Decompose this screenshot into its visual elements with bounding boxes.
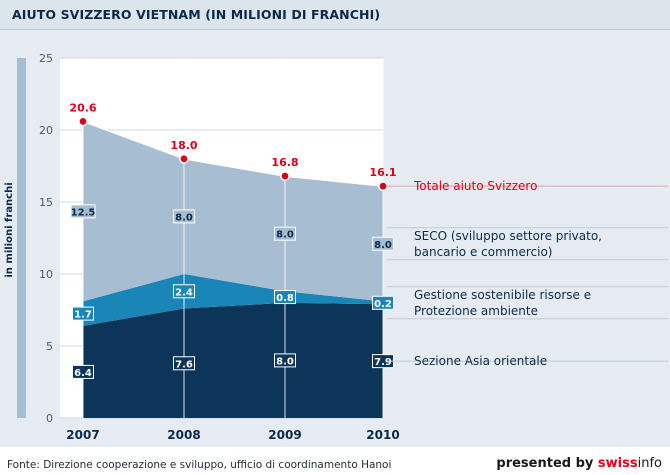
total-label: 16.8 <box>271 156 298 169</box>
legend-seco: SECO (sviluppo settore privato, bancario … <box>387 227 668 261</box>
data-label: 7.9 <box>374 357 392 368</box>
value-box <box>173 284 195 299</box>
value-box <box>70 204 96 219</box>
presented-by-label: presented by <box>496 456 594 471</box>
chart-plot: 0 5 10 15 20 25 in milioni franchi 6.4 7.6 8.0 7.… <box>4 52 668 442</box>
area-seco-sviluppo-settore-privato-bancario-e-commercio <box>83 121 383 302</box>
total-label: 18.0 <box>170 139 197 152</box>
x-tick-label: 2007 <box>66 428 99 442</box>
y-tick-label: 20 <box>39 124 53 137</box>
data-label: 12.5 <box>71 207 96 218</box>
legend-label: Sezione Asia orientale <box>414 354 547 368</box>
value-box <box>72 364 94 379</box>
data-label: 8.0 <box>276 356 294 367</box>
source-note: Fonte: Direzione cooperazione e sviluppo… <box>7 459 392 471</box>
legend-total: Totale aiuto Svizzero <box>387 179 668 193</box>
y-axis-bar <box>17 58 26 418</box>
x-tick-label: 2008 <box>167 428 200 442</box>
chart-title: AIUTO SVIZZERO VIETNAM (IN MILIONI DI FR… <box>12 7 381 22</box>
area-gestione-sostenibile-risorse-e-protezione-ambiente <box>83 274 383 326</box>
data-label: 1.7 <box>74 310 92 321</box>
value-box <box>173 209 195 224</box>
area-sezione-asia-orientale <box>83 302 383 418</box>
value-box <box>372 236 394 251</box>
brand-credit: presented by swissinfo <box>496 456 662 471</box>
data-label: 7.6 <box>175 359 193 370</box>
brand-info: info <box>637 456 662 471</box>
total-point <box>78 116 89 127</box>
y-tick-label: 5 <box>46 340 53 353</box>
value-box <box>274 353 296 368</box>
legend-label: Totale aiuto Svizzero <box>413 179 537 193</box>
stacked-areas <box>83 121 383 418</box>
y-tick-label: 25 <box>39 52 53 65</box>
data-label: 8.0 <box>374 240 392 251</box>
value-box <box>372 295 394 310</box>
value-box <box>173 356 195 371</box>
data-label: 2.4 <box>175 287 193 298</box>
title-bar: AIUTO SVIZZERO VIETNAM (IN MILIONI DI FR… <box>0 0 670 30</box>
value-box <box>72 306 94 321</box>
legend-label: Protezione ambiente <box>414 304 538 318</box>
data-labels: 6.4 7.6 8.0 7.9 1.7 2.4 0.8 0.2 12.5 8.0 8.0 8.0 <box>70 204 394 379</box>
y-axis-label: in milioni franchi <box>4 182 15 277</box>
total-line <box>82 120 384 187</box>
total-point <box>377 181 388 192</box>
data-label: 6.4 <box>74 368 92 379</box>
value-box <box>274 290 296 305</box>
legend-label: SECO (sviluppo settore privato, <box>414 229 602 243</box>
data-label: 8.0 <box>175 212 193 223</box>
y-tick-label: 0 <box>46 412 53 425</box>
total-point <box>179 153 190 164</box>
total-series: 20.6 18.0 16.8 16.1 <box>69 101 397 192</box>
legend-label: Gestione sostenibile risorse e <box>414 288 591 302</box>
legend-asia: Sezione Asia orientale <box>387 354 668 368</box>
legend: Totale aiuto Svizzero SECO (sviluppo sett… <box>387 179 668 368</box>
legend-label: bancario e commercio) <box>414 245 552 259</box>
legend-gestione: Gestione sostenibile risorse e Protezione… <box>387 286 668 320</box>
value-box <box>274 226 296 241</box>
x-tick-label: 2010 <box>366 428 399 442</box>
y-axis: 0 5 10 15 20 25 in milioni franchi <box>4 52 53 425</box>
total-label: 20.6 <box>69 101 96 114</box>
data-label: 0.8 <box>276 293 294 304</box>
y-tick-label: 10 <box>39 268 53 281</box>
data-label: 0.2 <box>374 299 392 310</box>
brand-swiss: swiss <box>597 456 638 471</box>
x-tick-label: 2009 <box>268 428 301 442</box>
total-point <box>279 171 290 182</box>
data-label: 8.0 <box>276 230 294 241</box>
total-label: 16.1 <box>369 166 396 179</box>
x-axis: 2007 2008 2009 2010 <box>66 428 399 442</box>
y-tick-label: 15 <box>39 196 53 209</box>
